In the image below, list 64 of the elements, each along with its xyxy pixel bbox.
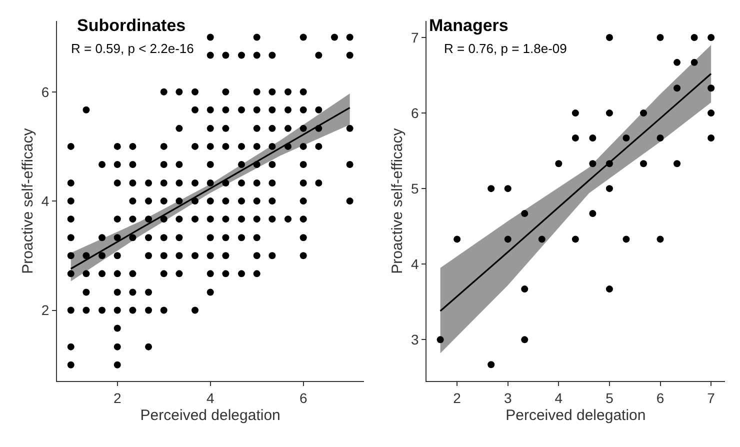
point bbox=[572, 134, 579, 142]
point bbox=[606, 286, 613, 293]
point bbox=[521, 210, 528, 218]
point bbox=[504, 236, 512, 243]
y-tick-label: 6 bbox=[410, 104, 419, 121]
x-tick-label: 2 bbox=[453, 390, 462, 406]
point bbox=[640, 160, 648, 168]
x-tick-label: 7 bbox=[707, 390, 716, 406]
point bbox=[488, 361, 495, 368]
point bbox=[572, 236, 579, 243]
point bbox=[622, 236, 630, 243]
y-tick-label: 4 bbox=[41, 192, 50, 209]
y-axis-title: Proactive self-efficacy bbox=[389, 128, 406, 274]
point bbox=[436, 336, 444, 344]
x-tick-label: 6 bbox=[656, 390, 664, 406]
y-tick-label: 3 bbox=[410, 332, 419, 348]
point bbox=[690, 34, 698, 41]
point bbox=[674, 58, 681, 66]
point bbox=[708, 110, 715, 117]
line-series bbox=[440, 72, 712, 312]
point bbox=[640, 110, 648, 117]
point bbox=[674, 84, 681, 92]
x-tick-label: 5 bbox=[606, 390, 614, 406]
x-tick-label: 3 bbox=[504, 390, 512, 406]
point bbox=[708, 34, 715, 41]
point bbox=[656, 134, 664, 142]
y-tick-label: 4 bbox=[410, 256, 419, 272]
point bbox=[622, 134, 630, 142]
point bbox=[708, 134, 715, 142]
x-tick-label: 6 bbox=[299, 390, 308, 406]
point bbox=[454, 236, 461, 243]
y-tick-label: 7 bbox=[410, 29, 419, 46]
point bbox=[589, 210, 596, 218]
point bbox=[690, 58, 698, 66]
point bbox=[555, 160, 562, 168]
y-tick-label: 5 bbox=[410, 180, 419, 196]
y-axis-title: Proactive self-efficacy bbox=[20, 128, 37, 274]
chart-title: Managers bbox=[429, 16, 508, 35]
point bbox=[656, 236, 664, 243]
point bbox=[606, 34, 613, 41]
x-tick-label: 2 bbox=[113, 390, 122, 406]
point bbox=[656, 34, 664, 41]
point bbox=[589, 134, 596, 142]
point bbox=[606, 110, 613, 117]
point bbox=[521, 336, 528, 344]
annotation: R = 0.59, p < 2.2e-16 bbox=[71, 41, 194, 56]
x-tick-label: 4 bbox=[554, 390, 563, 406]
point bbox=[606, 160, 613, 168]
x-axis-title: Perceived delegation bbox=[140, 407, 280, 424]
point bbox=[488, 185, 495, 192]
x-axis-title: Perceived delegation bbox=[506, 407, 646, 424]
y-tick-label: 2 bbox=[41, 302, 50, 318]
point bbox=[589, 160, 596, 168]
x-tick-label: 4 bbox=[206, 390, 214, 406]
point bbox=[504, 185, 512, 192]
annotation: R = 0.76, p = 1.8e-09 bbox=[444, 41, 567, 56]
point bbox=[674, 160, 681, 168]
point bbox=[708, 84, 715, 92]
point bbox=[572, 110, 579, 117]
point bbox=[538, 236, 546, 243]
y-tick-label: 6 bbox=[41, 84, 50, 100]
point bbox=[606, 185, 613, 192]
point bbox=[521, 286, 528, 293]
chart-title: Subordinates bbox=[77, 16, 186, 35]
